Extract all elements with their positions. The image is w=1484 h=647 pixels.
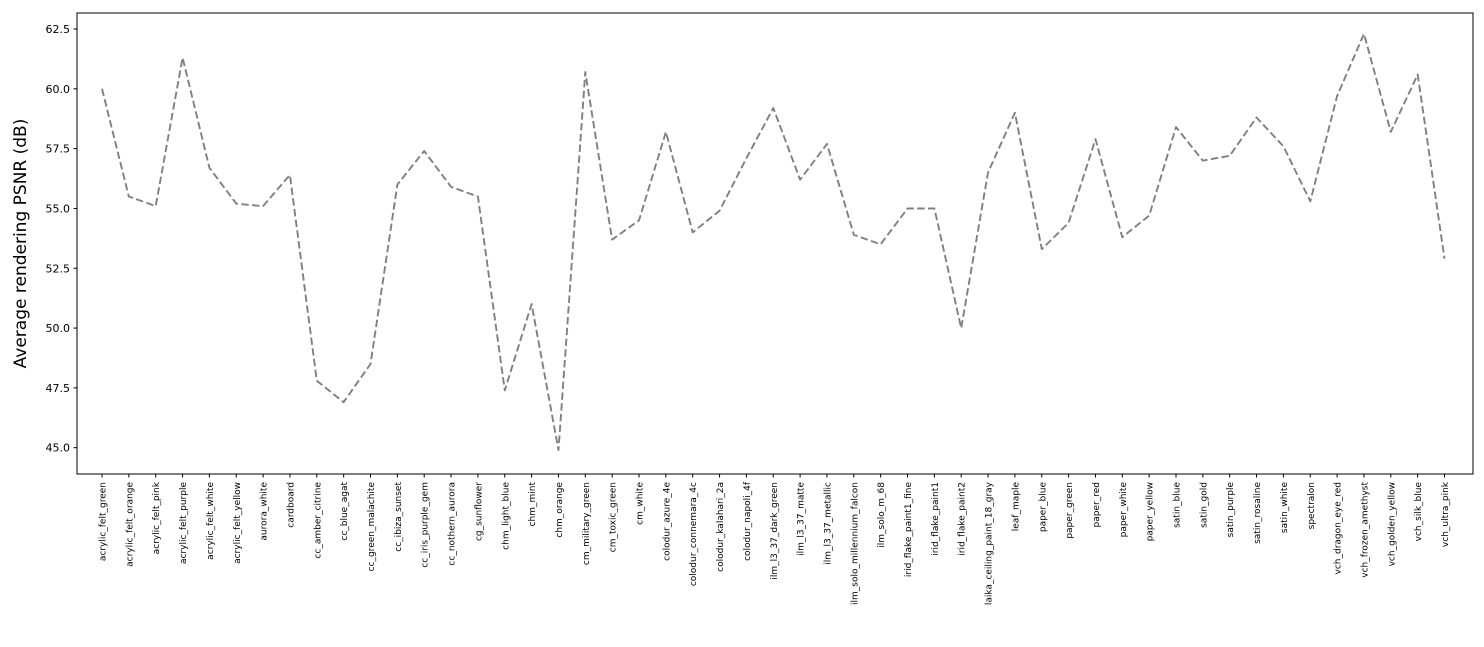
x-tick-label: leaf_maple [1011,482,1021,532]
y-tick-label: 62.5 [46,23,71,36]
x-tick-label: chm_mint [528,482,538,527]
plot-border [76,12,1474,475]
x-tick-label: paper_green [1065,482,1075,539]
x-tick-label: cc_ibiza_sunset [394,482,404,552]
y-tick-label: 55.0 [46,202,71,215]
x-tick-label: vch_silk_blue [1414,482,1424,542]
x-tick-label: paper_red [1092,482,1102,527]
x-tick-label: colodur_azure_4e [662,482,672,561]
x-tick-label: laika_ceiling_paint_18_gray [985,481,995,605]
x-tick-label: acrylic_felt_pink [152,481,162,554]
x-tick-label: vch_golden_yellow [1387,482,1397,566]
y-tick-label: 50.0 [46,322,71,335]
x-tick-label: vch_frozen_amethyst [1360,482,1370,578]
x-tick-label: paper_blue [1038,482,1048,533]
y-tick-label: 45.0 [46,442,71,455]
x-tick-label: satin_white [1280,482,1290,534]
x-tick-label: cc_green_malachite [367,482,377,572]
x-tick-label: colodur_napoli_4f [743,481,753,561]
y-tick-label: 57.5 [46,143,71,156]
y-tick-label: 47.5 [46,382,71,395]
x-tick-label: vch_dragon_eye_red [1334,482,1344,574]
x-tick-label: paper_yellow [1146,482,1156,541]
psnr-data-line [101,32,1446,452]
x-tick-label: acrylic_felt_orange [125,482,135,567]
x-tick-label: cm_white [636,482,646,525]
x-tick-label: ilm_l3_37_metallic [823,482,833,565]
x-tick-label: satin_blue [1173,482,1183,528]
x-tick-label: acrylic_felt_white [206,482,216,560]
x-tick-label: irid_flake_paint1 [931,482,941,556]
x-tick-label: irid_flake_paint1_fine [904,482,914,578]
x-tick-label: ilm_solo_millennium_falcon [850,482,860,605]
x-tick-label: satin_purple [1226,482,1236,538]
x-tick-label: colodur_connemara_4c [689,482,699,586]
x-tick-label: cc_blue_agat [340,482,350,541]
x-tick-label: acrylic_felt_yellow [233,482,243,564]
x-tick-label: cc_iris_purple_gem [421,482,431,568]
y-tick-label: 52.5 [46,262,71,275]
x-tick-label: ilm_l3_37_matte [797,482,807,556]
x-tick-label: chm_light_blue [501,482,511,550]
x-tick-label: cc_nothern_aurora [448,482,458,566]
x-tick-label: acrylic_felt_green [99,482,109,561]
x-tick-label: satin_rosaline [1253,482,1263,544]
x-tick-label: spectralon [1307,482,1317,529]
x-tick-label: aurora_white [260,482,270,541]
x-tick-label: ilm_solo_m_68 [877,482,887,548]
x-tick-label: irid_flake_paint2 [958,482,968,556]
x-tick-label: cm_toxic_green [609,482,619,552]
x-tick-label: cardboard [286,482,296,528]
x-tick-label: acrylic_felt_purple [179,482,189,565]
x-tick-label: ilm_l3_37_dark_green [770,482,780,580]
x-tick-label: paper_white [1119,482,1129,538]
x-tick-label: satin_gold [1199,482,1209,528]
x-tick-label: cc_amber_citrine [313,482,323,559]
x-tick-label: chm_orange [555,482,565,538]
x-tick-label: vch_ultra_pink [1441,481,1451,547]
x-tick-label: colodur_kalahari_2a [716,482,726,572]
x-tick-label: cg_sunflower [474,482,484,541]
y-axis-label: Average rendering PSNR (dB) [11,119,31,369]
x-tick-label: cm_military_green [582,482,592,565]
y-tick-label: 60.0 [46,83,71,96]
